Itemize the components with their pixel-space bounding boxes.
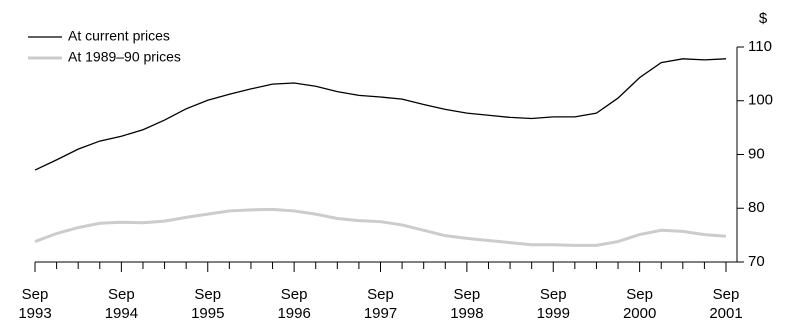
- x-tick-label: Sep 1999: [536, 286, 570, 322]
- y-tick-label: 110: [748, 38, 772, 55]
- x-tick-label: Sep 1995: [191, 286, 225, 322]
- y-tick-label: 100: [748, 92, 773, 109]
- x-tick-label: Sep 1997: [363, 286, 398, 322]
- x-tick-label: Sep 1993: [18, 286, 52, 322]
- y-tick-label: 80: [748, 199, 765, 216]
- x-tick-label: Sep 2000: [622, 286, 657, 322]
- series-line: [34, 207, 727, 247]
- x-tick-label: Sep 1996: [277, 286, 311, 322]
- legend-label: At 1989–90 prices: [68, 49, 181, 65]
- x-tick-label: Sep 2001: [709, 286, 743, 322]
- legend-label: At current prices: [68, 28, 170, 44]
- y-axis-label: $: [759, 10, 768, 27]
- x-tick-label: Sep 1998: [450, 286, 484, 322]
- series-line: [34, 58, 727, 171]
- y-tick-label: 70: [748, 253, 765, 270]
- x-tick-label: Sep 1994: [104, 286, 139, 322]
- y-tick-label: 90: [748, 145, 765, 162]
